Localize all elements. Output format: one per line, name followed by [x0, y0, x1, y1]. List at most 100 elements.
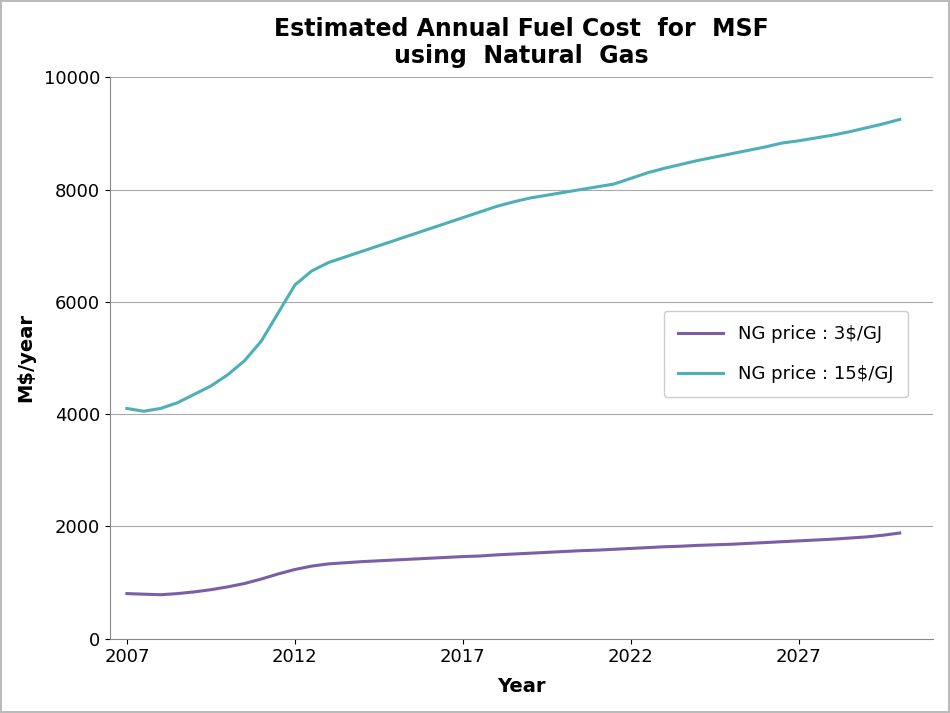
Line: NG price : 15$/GJ: NG price : 15$/GJ: [127, 120, 900, 411]
NG price : 3$/GJ: (2.03e+03, 1.84e+03): 3$/GJ: (2.03e+03, 1.84e+03): [877, 531, 888, 540]
NG price : 3$/GJ: (2.01e+03, 830): 3$/GJ: (2.01e+03, 830): [188, 588, 200, 596]
NG price : 3$/GJ: (2.01e+03, 800): 3$/GJ: (2.01e+03, 800): [172, 590, 183, 598]
NG price : 15$/GJ: (2.02e+03, 8.45e+03): 15$/GJ: (2.02e+03, 8.45e+03): [675, 160, 687, 168]
NG price : 3$/GJ: (2.03e+03, 1.74e+03): 3$/GJ: (2.03e+03, 1.74e+03): [793, 537, 805, 545]
NG price : 3$/GJ: (2.01e+03, 1.37e+03): 3$/GJ: (2.01e+03, 1.37e+03): [356, 558, 368, 566]
NG price : 15$/GJ: (2.02e+03, 7.6e+03): 15$/GJ: (2.02e+03, 7.6e+03): [474, 207, 485, 216]
NG price : 15$/GJ: (2.01e+03, 4.95e+03): 15$/GJ: (2.01e+03, 4.95e+03): [238, 356, 250, 365]
NG price : 3$/GJ: (2.02e+03, 1.68e+03): 3$/GJ: (2.02e+03, 1.68e+03): [726, 540, 737, 548]
NG price : 3$/GJ: (2.02e+03, 1.66e+03): 3$/GJ: (2.02e+03, 1.66e+03): [693, 541, 704, 550]
NG price : 15$/GJ: (2.01e+03, 4.1e+03): 15$/GJ: (2.01e+03, 4.1e+03): [155, 404, 166, 413]
NG price : 3$/GJ: (2.01e+03, 1.38e+03): 3$/GJ: (2.01e+03, 1.38e+03): [373, 557, 385, 565]
NG price : 15$/GJ: (2.02e+03, 8.2e+03): 15$/GJ: (2.02e+03, 8.2e+03): [625, 174, 636, 183]
NG price : 15$/GJ: (2.03e+03, 8.87e+03): 15$/GJ: (2.03e+03, 8.87e+03): [793, 136, 805, 145]
NG price : 3$/GJ: (2.02e+03, 1.6e+03): 3$/GJ: (2.02e+03, 1.6e+03): [625, 544, 636, 553]
NG price : 3$/GJ: (2.01e+03, 1.35e+03): 3$/GJ: (2.01e+03, 1.35e+03): [339, 558, 351, 567]
NG price : 15$/GJ: (2.01e+03, 5.3e+03): 15$/GJ: (2.01e+03, 5.3e+03): [256, 337, 267, 345]
NG price : 3$/GJ: (2.03e+03, 1.72e+03): 3$/GJ: (2.03e+03, 1.72e+03): [776, 538, 788, 546]
NG price : 3$/GJ: (2.01e+03, 870): 3$/GJ: (2.01e+03, 870): [205, 585, 217, 594]
NG price : 15$/GJ: (2.02e+03, 8.1e+03): 15$/GJ: (2.02e+03, 8.1e+03): [608, 180, 619, 188]
NG price : 3$/GJ: (2.03e+03, 1.88e+03): 3$/GJ: (2.03e+03, 1.88e+03): [894, 529, 905, 538]
NG price : 3$/GJ: (2.03e+03, 1.81e+03): 3$/GJ: (2.03e+03, 1.81e+03): [861, 533, 872, 541]
NG price : 15$/GJ: (2.02e+03, 7.9e+03): 15$/GJ: (2.02e+03, 7.9e+03): [542, 191, 553, 200]
NG price : 3$/GJ: (2.02e+03, 1.58e+03): 3$/GJ: (2.02e+03, 1.58e+03): [592, 546, 603, 555]
NG price : 3$/GJ: (2.01e+03, 980): 3$/GJ: (2.01e+03, 980): [238, 579, 250, 588]
NG price : 3$/GJ: (2.01e+03, 790): 3$/GJ: (2.01e+03, 790): [138, 590, 149, 598]
NG price : 3$/GJ: (2.01e+03, 1.33e+03): 3$/GJ: (2.01e+03, 1.33e+03): [323, 560, 334, 568]
NG price : 15$/GJ: (2.01e+03, 4.35e+03): 15$/GJ: (2.01e+03, 4.35e+03): [188, 390, 200, 399]
NG price : 3$/GJ: (2.03e+03, 1.76e+03): 3$/GJ: (2.03e+03, 1.76e+03): [810, 535, 822, 544]
NG price : 3$/GJ: (2.02e+03, 1.46e+03): 3$/GJ: (2.02e+03, 1.46e+03): [457, 553, 468, 561]
NG price : 15$/GJ: (2.02e+03, 7.78e+03): 15$/GJ: (2.02e+03, 7.78e+03): [507, 198, 519, 206]
NG price : 3$/GJ: (2.02e+03, 1.54e+03): 3$/GJ: (2.02e+03, 1.54e+03): [542, 548, 553, 557]
NG price : 3$/GJ: (2.02e+03, 1.47e+03): 3$/GJ: (2.02e+03, 1.47e+03): [474, 552, 485, 560]
NG price : 3$/GJ: (2.01e+03, 920): 3$/GJ: (2.01e+03, 920): [222, 583, 234, 591]
NG price : 3$/GJ: (2.01e+03, 1.29e+03): 3$/GJ: (2.01e+03, 1.29e+03): [306, 562, 317, 570]
NG price : 3$/GJ: (2.02e+03, 1.55e+03): 3$/GJ: (2.02e+03, 1.55e+03): [558, 548, 569, 556]
NG price : 15$/GJ: (2.03e+03, 9.03e+03): 15$/GJ: (2.03e+03, 9.03e+03): [844, 128, 855, 136]
NG price : 15$/GJ: (2.03e+03, 9.1e+03): 15$/GJ: (2.03e+03, 9.1e+03): [861, 123, 872, 132]
NG price : 3$/GJ: (2.02e+03, 1.5e+03): 3$/GJ: (2.02e+03, 1.5e+03): [507, 550, 519, 558]
Line: NG price : 3$/GJ: NG price : 3$/GJ: [127, 533, 900, 595]
NG price : 3$/GJ: (2.03e+03, 1.79e+03): 3$/GJ: (2.03e+03, 1.79e+03): [844, 534, 855, 543]
NG price : 3$/GJ: (2.01e+03, 780): 3$/GJ: (2.01e+03, 780): [155, 590, 166, 599]
Legend: NG price : 3$/GJ, NG price : 15$/GJ: NG price : 3$/GJ, NG price : 15$/GJ: [664, 311, 908, 397]
NG price : 3$/GJ: (2.01e+03, 1.15e+03): 3$/GJ: (2.01e+03, 1.15e+03): [273, 570, 284, 578]
NG price : 15$/GJ: (2.01e+03, 6.8e+03): 15$/GJ: (2.01e+03, 6.8e+03): [339, 252, 351, 261]
NG price : 15$/GJ: (2.02e+03, 7.5e+03): 15$/GJ: (2.02e+03, 7.5e+03): [457, 213, 468, 222]
NG price : 15$/GJ: (2.03e+03, 8.83e+03): 15$/GJ: (2.03e+03, 8.83e+03): [776, 139, 788, 148]
NG price : 15$/GJ: (2.02e+03, 7.1e+03): 15$/GJ: (2.02e+03, 7.1e+03): [390, 236, 402, 245]
NG price : 3$/GJ: (2.01e+03, 1.06e+03): 3$/GJ: (2.01e+03, 1.06e+03): [256, 575, 267, 583]
NG price : 15$/GJ: (2.02e+03, 8.58e+03): 15$/GJ: (2.02e+03, 8.58e+03): [710, 153, 721, 161]
NG price : 3$/GJ: (2.02e+03, 1.4e+03): 3$/GJ: (2.02e+03, 1.4e+03): [390, 555, 402, 564]
NG price : 15$/GJ: (2.03e+03, 9.17e+03): 15$/GJ: (2.03e+03, 9.17e+03): [877, 120, 888, 128]
NG price : 3$/GJ: (2.02e+03, 1.42e+03): 3$/GJ: (2.02e+03, 1.42e+03): [407, 555, 418, 563]
NG price : 3$/GJ: (2.02e+03, 1.56e+03): 3$/GJ: (2.02e+03, 1.56e+03): [575, 546, 586, 555]
NG price : 15$/GJ: (2.01e+03, 4.1e+03): 15$/GJ: (2.01e+03, 4.1e+03): [122, 404, 133, 413]
NG price : 15$/GJ: (2.03e+03, 9.25e+03): 15$/GJ: (2.03e+03, 9.25e+03): [894, 116, 905, 124]
NG price : 15$/GJ: (2.02e+03, 7.4e+03): 15$/GJ: (2.02e+03, 7.4e+03): [441, 219, 452, 227]
NG price : 15$/GJ: (2.02e+03, 8.52e+03): 15$/GJ: (2.02e+03, 8.52e+03): [693, 156, 704, 165]
NG price : 15$/GJ: (2.02e+03, 7.95e+03): 15$/GJ: (2.02e+03, 7.95e+03): [558, 188, 569, 197]
NG price : 3$/GJ: (2.03e+03, 1.71e+03): 3$/GJ: (2.03e+03, 1.71e+03): [760, 538, 771, 547]
NG price : 15$/GJ: (2.02e+03, 7.3e+03): 15$/GJ: (2.02e+03, 7.3e+03): [424, 225, 435, 233]
NG price : 3$/GJ: (2.02e+03, 1.43e+03): 3$/GJ: (2.02e+03, 1.43e+03): [424, 554, 435, 563]
X-axis label: Year: Year: [498, 677, 546, 697]
NG price : 3$/GJ: (2.03e+03, 1.77e+03): 3$/GJ: (2.03e+03, 1.77e+03): [826, 535, 838, 543]
NG price : 15$/GJ: (2.01e+03, 4.7e+03): 15$/GJ: (2.01e+03, 4.7e+03): [222, 371, 234, 379]
NG price : 15$/GJ: (2.03e+03, 8.76e+03): 15$/GJ: (2.03e+03, 8.76e+03): [760, 143, 771, 151]
NG price : 15$/GJ: (2.01e+03, 6.55e+03): 15$/GJ: (2.01e+03, 6.55e+03): [306, 267, 317, 275]
NG price : 3$/GJ: (2.02e+03, 1.67e+03): 3$/GJ: (2.02e+03, 1.67e+03): [710, 540, 721, 549]
NG price : 15$/GJ: (2.02e+03, 7.2e+03): 15$/GJ: (2.02e+03, 7.2e+03): [407, 230, 418, 239]
NG price : 15$/GJ: (2.01e+03, 4.2e+03): 15$/GJ: (2.01e+03, 4.2e+03): [172, 399, 183, 407]
NG price : 3$/GJ: (2.01e+03, 1.23e+03): 3$/GJ: (2.01e+03, 1.23e+03): [289, 565, 300, 574]
NG price : 3$/GJ: (2.02e+03, 1.44e+03): 3$/GJ: (2.02e+03, 1.44e+03): [441, 553, 452, 562]
NG price : 15$/GJ: (2.02e+03, 7.85e+03): 15$/GJ: (2.02e+03, 7.85e+03): [524, 194, 536, 202]
NG price : 3$/GJ: (2.02e+03, 1.62e+03): 3$/GJ: (2.02e+03, 1.62e+03): [642, 543, 654, 552]
NG price : 15$/GJ: (2.01e+03, 6.9e+03): 15$/GJ: (2.01e+03, 6.9e+03): [356, 247, 368, 255]
NG price : 15$/GJ: (2.01e+03, 7e+03): 15$/GJ: (2.01e+03, 7e+03): [373, 242, 385, 250]
Title: Estimated Annual Fuel Cost  for  MSF
using  Natural  Gas: Estimated Annual Fuel Cost for MSF using…: [275, 16, 770, 68]
NG price : 15$/GJ: (2.02e+03, 8.3e+03): 15$/GJ: (2.02e+03, 8.3e+03): [642, 168, 654, 177]
NG price : 3$/GJ: (2.02e+03, 1.49e+03): 3$/GJ: (2.02e+03, 1.49e+03): [491, 550, 503, 559]
NG price : 15$/GJ: (2.02e+03, 7.7e+03): 15$/GJ: (2.02e+03, 7.7e+03): [491, 202, 503, 211]
NG price : 3$/GJ: (2.03e+03, 1.7e+03): 3$/GJ: (2.03e+03, 1.7e+03): [743, 539, 754, 548]
NG price : 15$/GJ: (2.01e+03, 5.8e+03): 15$/GJ: (2.01e+03, 5.8e+03): [273, 309, 284, 317]
NG price : 3$/GJ: (2.02e+03, 1.64e+03): 3$/GJ: (2.02e+03, 1.64e+03): [658, 543, 670, 551]
NG price : 15$/GJ: (2.01e+03, 4.5e+03): 15$/GJ: (2.01e+03, 4.5e+03): [205, 381, 217, 390]
NG price : 15$/GJ: (2.02e+03, 8.64e+03): 15$/GJ: (2.02e+03, 8.64e+03): [726, 150, 737, 158]
NG price : 15$/GJ: (2.01e+03, 4.05e+03): 15$/GJ: (2.01e+03, 4.05e+03): [138, 407, 149, 416]
NG price : 15$/GJ: (2.02e+03, 8.38e+03): 15$/GJ: (2.02e+03, 8.38e+03): [658, 164, 670, 173]
NG price : 3$/GJ: (2.02e+03, 1.64e+03): 3$/GJ: (2.02e+03, 1.64e+03): [675, 542, 687, 550]
Y-axis label: M$/year: M$/year: [17, 314, 36, 402]
NG price : 15$/GJ: (2.03e+03, 8.7e+03): 15$/GJ: (2.03e+03, 8.7e+03): [743, 146, 754, 155]
NG price : 15$/GJ: (2.03e+03, 8.97e+03): 15$/GJ: (2.03e+03, 8.97e+03): [826, 131, 838, 140]
NG price : 15$/GJ: (2.01e+03, 6.7e+03): 15$/GJ: (2.01e+03, 6.7e+03): [323, 258, 334, 267]
NG price : 15$/GJ: (2.01e+03, 6.3e+03): 15$/GJ: (2.01e+03, 6.3e+03): [289, 281, 300, 289]
NG price : 15$/GJ: (2.03e+03, 8.92e+03): 15$/GJ: (2.03e+03, 8.92e+03): [810, 133, 822, 142]
NG price : 15$/GJ: (2.02e+03, 8e+03): 15$/GJ: (2.02e+03, 8e+03): [575, 185, 586, 194]
NG price : 3$/GJ: (2.02e+03, 1.52e+03): 3$/GJ: (2.02e+03, 1.52e+03): [524, 549, 536, 558]
NG price : 3$/GJ: (2.01e+03, 800): 3$/GJ: (2.01e+03, 800): [122, 590, 133, 598]
NG price : 15$/GJ: (2.02e+03, 8.05e+03): 15$/GJ: (2.02e+03, 8.05e+03): [592, 183, 603, 191]
NG price : 3$/GJ: (2.02e+03, 1.59e+03): 3$/GJ: (2.02e+03, 1.59e+03): [608, 545, 619, 553]
